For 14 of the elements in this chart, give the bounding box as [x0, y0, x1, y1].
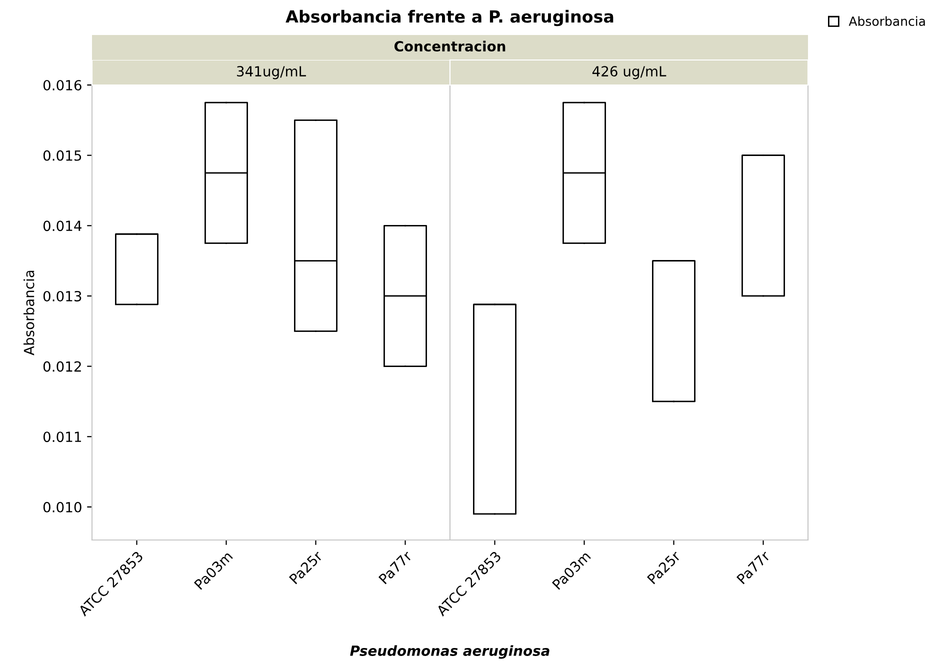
text: Concentracion	[394, 40, 506, 52]
y-tick-label: 0.016	[43, 80, 82, 90]
y-tick-label: 0.013	[43, 290, 82, 302]
chart-subtitle: 341ug/mL	[237, 66, 306, 80]
chart-subtitle: 426 ug/mL	[592, 66, 666, 80]
y-tick-label: 0.015	[43, 150, 82, 161]
y-axis-title: Absorbancia	[24, 270, 34, 356]
y-tick-label: 0.011	[43, 432, 81, 442]
legend-label: Absorbancia	[848, 16, 925, 26]
x-axis-title: Pseudomonas aeruginosa	[350, 645, 550, 659]
y-tick-label: 0.012	[43, 361, 81, 372]
chart-title: Absorbancia frente a P. aeruginosa	[286, 10, 614, 26]
y-tick-label: 0.014	[43, 220, 82, 232]
y-tick-label: 0.010	[43, 502, 82, 512]
